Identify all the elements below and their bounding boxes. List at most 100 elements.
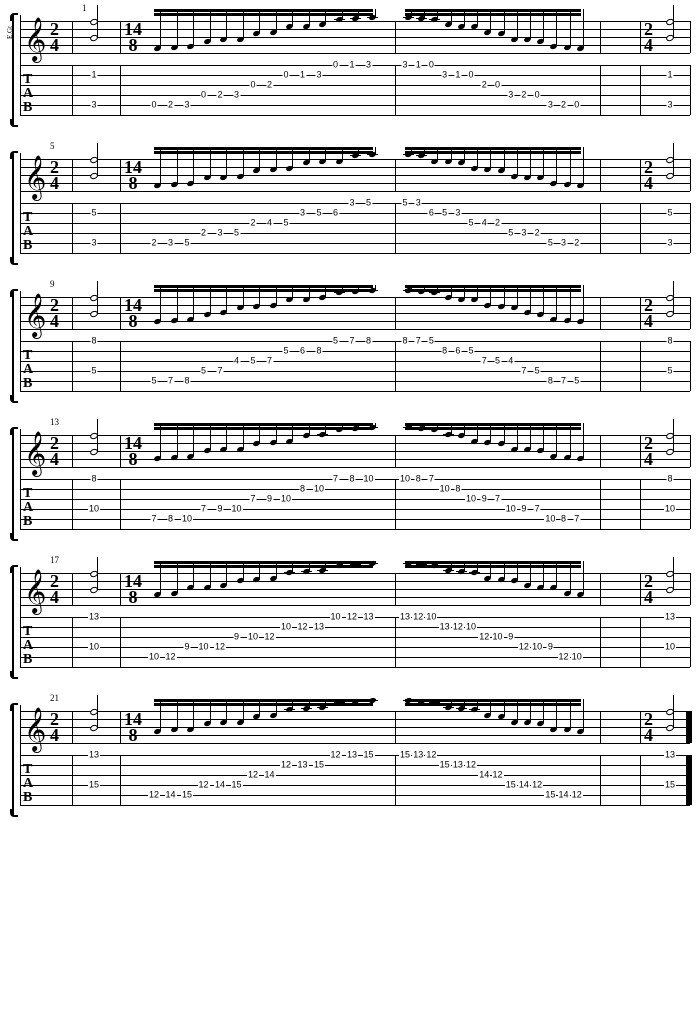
tab-fret: 5 xyxy=(507,229,514,238)
tab-fret: 8 xyxy=(315,347,322,356)
tab-fret: 7 xyxy=(216,367,223,376)
tab-fret: 4 xyxy=(481,219,488,228)
tab-fret: 5 xyxy=(282,347,289,356)
tab-fret: 8 xyxy=(401,337,408,346)
tab-fret: 7 xyxy=(266,357,273,366)
tab-staff: TAB13130230230201301331031020320320 xyxy=(20,65,690,125)
tab-fret: 8 xyxy=(666,475,673,484)
tab-fret: 3 xyxy=(454,209,461,218)
tab-fret: 6 xyxy=(299,347,306,356)
tab-fret: 7 xyxy=(534,505,541,514)
tab-fret: 12 xyxy=(247,771,259,780)
tab-fret: 13 xyxy=(452,761,464,770)
tab-fret: 5 xyxy=(332,337,339,346)
tab-fret: 5 xyxy=(534,367,541,376)
system-6: 𝄞212414824TAB131513151214151214151214121… xyxy=(10,705,690,815)
system-4: 𝄞132414824TAB810810781079107910810781010… xyxy=(10,429,690,539)
tab-fret: 10 xyxy=(465,623,477,632)
tab-fret: 10 xyxy=(280,495,292,504)
tab-fret: 2 xyxy=(481,81,488,90)
tab-fret: 3 xyxy=(365,61,372,70)
tab-fret: 13 xyxy=(88,613,100,622)
tab-fret: 8 xyxy=(441,347,448,356)
tab-fret: 3 xyxy=(560,239,567,248)
tab-fret: 5 xyxy=(183,239,190,248)
time-signature-end: 24 xyxy=(644,435,653,467)
time-signature-start: 24 xyxy=(50,21,59,53)
tab-fret: 12 xyxy=(412,613,424,622)
tab-fret: 3 xyxy=(507,91,514,100)
tab-fret: 13 xyxy=(296,761,308,770)
tab-fret: 15 xyxy=(181,791,193,800)
tab-fret: 9 xyxy=(266,495,273,504)
tab-fret: 9 xyxy=(520,505,527,514)
tab-fret: 7 xyxy=(573,515,580,524)
tab-fret: 3 xyxy=(299,209,306,218)
tab-fret: 4 xyxy=(507,357,514,366)
tab-fret: 10 xyxy=(571,653,583,662)
tab-fret: 2 xyxy=(534,229,541,238)
tab-fret: 8 xyxy=(167,515,174,524)
treble-clef: 𝄞 xyxy=(24,573,46,611)
tab-fret: 0 xyxy=(249,81,256,90)
tab-fret: 5 xyxy=(365,199,372,208)
tab-fret: 10 xyxy=(362,475,374,484)
tab-fret: 7 xyxy=(415,337,422,346)
tab-fret: 15 xyxy=(505,781,517,790)
tab-fret: 3 xyxy=(547,101,554,110)
tab-fret: 8 xyxy=(183,377,190,386)
tab-fret: 8 xyxy=(90,337,97,346)
tab-fret: 14 xyxy=(263,771,275,780)
tab-fret: 10 xyxy=(425,613,437,622)
tab-fret: 10 xyxy=(197,643,209,652)
measure-number: 13 xyxy=(50,417,59,427)
tab-fret: 8 xyxy=(90,475,97,484)
tab-fret: 12 xyxy=(478,633,490,642)
tab-fret: 14 xyxy=(558,791,570,800)
measure-number: 17 xyxy=(50,555,59,565)
tab-fret: 8 xyxy=(415,475,422,484)
time-signature-start: 24 xyxy=(50,711,59,743)
measure-number: 21 xyxy=(50,693,59,703)
treble-clef: 𝄞 xyxy=(24,435,46,473)
tab-fret: 2 xyxy=(560,101,567,110)
tab-fret: 5 xyxy=(249,357,256,366)
tab-fret: 3 xyxy=(183,101,190,110)
time-signature-start: 24 xyxy=(50,435,59,467)
tab-fret: 12 xyxy=(518,643,530,652)
tab-fret: 10 xyxy=(88,643,100,652)
tab-fret: 10 xyxy=(280,623,292,632)
tab-fret: 5 xyxy=(233,229,240,238)
time-signature-run: 148 xyxy=(124,297,142,329)
tab-fret: 3 xyxy=(441,71,448,80)
tab-fret: 3 xyxy=(348,199,355,208)
measure-number: 5 xyxy=(50,141,55,151)
measure-number: 1 xyxy=(82,3,87,13)
tab-fret: 3 xyxy=(216,229,223,238)
tab-fret: 6 xyxy=(454,347,461,356)
tab-fret: 10 xyxy=(313,485,325,494)
system-2: 𝄞52414824TAB5353235235245356355365354253… xyxy=(10,153,690,263)
tab-clef: TAB xyxy=(23,349,33,391)
time-signature-start: 24 xyxy=(50,159,59,191)
tab-fret: 13 xyxy=(439,623,451,632)
time-signature-start: 24 xyxy=(50,297,59,329)
tab-fret: 5 xyxy=(150,377,157,386)
treble-clef: 𝄞 xyxy=(24,21,46,59)
notation-staff: 𝄞132414824 xyxy=(20,429,690,473)
tab-fret: 5 xyxy=(441,209,448,218)
tab-fret: 7 xyxy=(520,367,527,376)
tab-fret: 7 xyxy=(348,337,355,346)
tab-fret: 13 xyxy=(664,751,676,760)
notation-staff: 𝄞212414824 xyxy=(20,705,690,749)
tab-fret: 1 xyxy=(348,61,355,70)
tab-fret: 0 xyxy=(150,101,157,110)
tab-fret: 13 xyxy=(313,623,325,632)
tab-fret: 12 xyxy=(491,771,503,780)
tab-fret: 3 xyxy=(315,71,322,80)
tab-fret: 12 xyxy=(148,791,160,800)
tab-fret: 10 xyxy=(544,515,556,524)
tab-fret: 5 xyxy=(282,219,289,228)
tab-fret: 3 xyxy=(401,61,408,70)
tab-fret: 1 xyxy=(90,71,97,80)
